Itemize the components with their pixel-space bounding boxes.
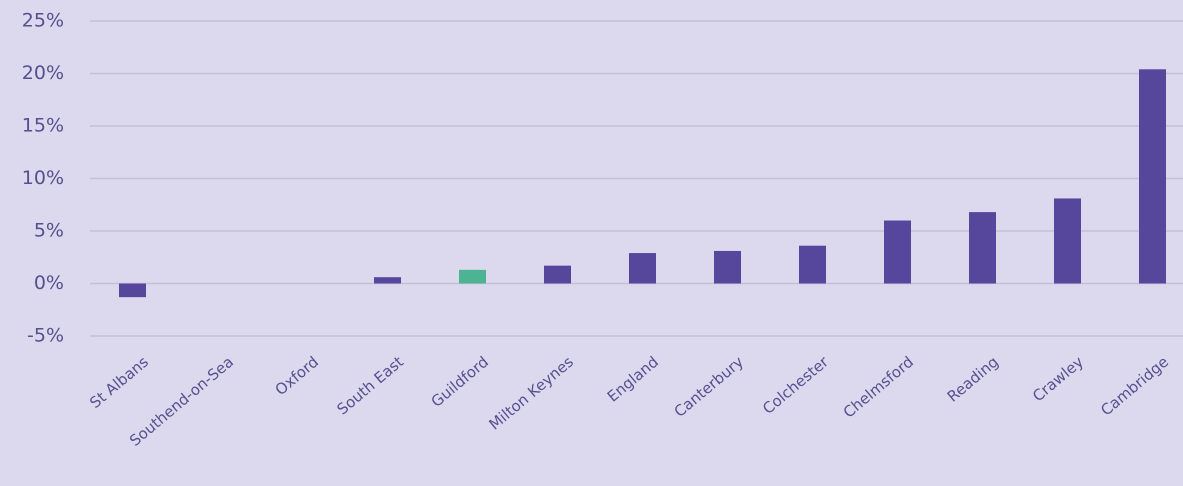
x-tick-label: South East bbox=[334, 353, 408, 419]
y-tick-label: 0% bbox=[34, 272, 64, 294]
y-tick-label: 10% bbox=[22, 167, 64, 189]
bar bbox=[374, 277, 401, 284]
y-tick-label: -5% bbox=[27, 325, 64, 347]
x-tick-label: Cambridge bbox=[1097, 353, 1172, 420]
x-tick-label: Oxford bbox=[272, 353, 322, 399]
bar bbox=[799, 245, 826, 284]
x-tick-label: Reading bbox=[944, 353, 1002, 406]
bar bbox=[1054, 198, 1081, 284]
bar bbox=[714, 250, 741, 284]
x-tick-label: Chelmsford bbox=[840, 353, 917, 422]
bar bbox=[544, 265, 571, 284]
x-tick-label: Colchester bbox=[759, 352, 832, 418]
bar bbox=[969, 212, 996, 284]
bar bbox=[119, 283, 146, 298]
x-tick-label: Crawley bbox=[1029, 353, 1087, 406]
y-tick-label: 25% bbox=[22, 10, 64, 32]
x-tick-label: Guildford bbox=[428, 353, 492, 411]
x-tick-label: St Albans bbox=[86, 353, 152, 412]
x-tick-label: England bbox=[604, 353, 662, 406]
bar bbox=[884, 220, 911, 284]
y-tick-label: 20% bbox=[22, 62, 64, 84]
x-tick-label: Milton Keynes bbox=[485, 353, 577, 434]
x-tick-label: Canterbury bbox=[671, 353, 747, 421]
bar bbox=[1139, 69, 1166, 284]
bar bbox=[629, 253, 656, 284]
y-tick-label: 5% bbox=[34, 220, 64, 242]
bar bbox=[459, 269, 486, 284]
y-tick-label: 15% bbox=[22, 115, 64, 137]
